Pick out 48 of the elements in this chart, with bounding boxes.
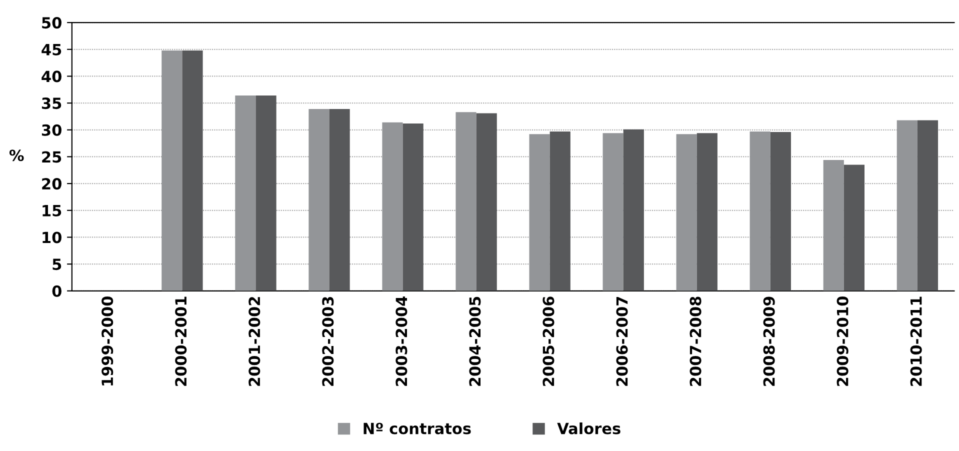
y-tick-label: 10: [42, 232, 62, 244]
bar: [623, 129, 644, 291]
y-tick-label: 40: [42, 70, 62, 82]
y-tick-label: 20: [42, 178, 62, 190]
bar: [308, 108, 330, 291]
legend-label: Valores: [557, 422, 620, 434]
bar: [770, 132, 791, 291]
bar: [329, 108, 350, 291]
x-tick-label: 2009-2010: [836, 296, 848, 386]
bar: [182, 50, 203, 291]
x-tick-label: 1999-2000: [102, 296, 114, 386]
y-axis-title: %: [9, 150, 24, 162]
x-tick-label: 2002-2003: [322, 296, 334, 386]
bar: [529, 134, 550, 291]
y-tick-label: 45: [42, 44, 62, 56]
x-tick-label: 2010-2011: [910, 296, 922, 386]
y-tick-label: 25: [42, 151, 62, 163]
bar: [402, 123, 424, 291]
bar: [235, 96, 256, 291]
y-tick-label: 35: [42, 98, 62, 110]
y-tick-label: 0: [52, 285, 62, 297]
bar: [550, 132, 570, 291]
x-tick-label: 2003-2004: [396, 296, 408, 386]
y-tick-label: 5: [52, 258, 62, 270]
y-tick-label: 30: [42, 124, 62, 136]
x-tick-label: 2005-2006: [542, 296, 554, 386]
x-tick-label: 2000-2001: [175, 296, 187, 386]
x-tick-label: 2006-2007: [616, 296, 628, 386]
x-tick-label: 2004-2005: [469, 296, 481, 386]
bar: [696, 133, 718, 291]
x-tick-label: 2001-2002: [248, 297, 260, 386]
bar: [844, 164, 865, 291]
y-tick-label: 50: [42, 17, 62, 29]
bar: [162, 50, 182, 291]
bar: [750, 132, 770, 291]
bar: [602, 133, 624, 291]
bar: [256, 96, 276, 291]
bar: [476, 113, 497, 291]
bar: [917, 120, 938, 291]
x-tick-label: 2008-2009: [763, 296, 775, 386]
y-tick-label: 15: [42, 205, 62, 216]
legend-label: Nº contratos: [364, 422, 471, 434]
bar: [823, 160, 844, 291]
bar: [382, 122, 403, 291]
bar: [676, 134, 697, 291]
bar: [896, 120, 918, 291]
x-tick-label: 2007-2008: [690, 296, 702, 386]
bar: [456, 112, 476, 291]
